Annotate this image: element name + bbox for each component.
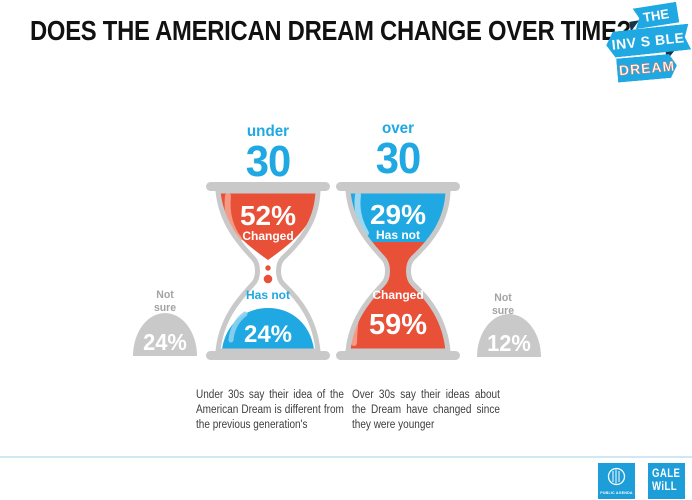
public-agenda-label: PUBLIC AGENDA	[600, 491, 633, 495]
bottom-segment-label: Changed	[372, 288, 423, 302]
galewill-line1: GALE	[652, 466, 681, 480]
top-segment-label: Has not	[376, 228, 420, 242]
glass-outline	[215, 188, 321, 354]
sand-top-has-not	[348, 191, 448, 242]
age-label-small: under	[246, 123, 290, 140]
bottom-percent-value: 24%	[244, 321, 292, 348]
not-sure-percent-value: 24%	[143, 329, 187, 355]
age-label-small: over	[381, 120, 415, 137]
not-sure-mound-under-30: 24%	[133, 313, 197, 356]
glass-outline	[345, 188, 451, 354]
hourglass-over-30: 29% Has not Changed 59%	[336, 182, 460, 360]
dome-highlight	[228, 311, 248, 343]
bottom-percent-value: 59%	[369, 309, 427, 341]
top-percent-value: 52%	[240, 200, 296, 231]
age-label-big: 30	[375, 134, 422, 183]
page-title: DOES THE AMERICAN DREAM CHANGE OVER TIME…	[30, 15, 631, 46]
sand-top-changed	[218, 191, 318, 260]
ribbon-the: THE	[633, 2, 680, 30]
caption-under-30: Under 30s say their idea of the American…	[196, 389, 344, 431]
top-segment-label: Changed	[242, 229, 293, 243]
caption-over-30: Over 30s say their ideas about the Dream…	[352, 389, 500, 431]
age-label-under-30: under 30	[206, 124, 330, 184]
not-sure-mound-over-30: 12%	[477, 314, 541, 357]
top-percent-value: 29%	[370, 199, 426, 230]
galewill-line2: WiLL	[652, 478, 677, 493]
age-label-over-30: over 30	[336, 121, 460, 181]
public-agenda-logo: PUBLIC AGENDA	[598, 463, 635, 499]
hourglass-under-30: 52% Changed Has not 24%	[206, 182, 330, 360]
falling-sand-dot	[263, 274, 273, 284]
footer-divider	[0, 456, 692, 458]
falling-sand-dot	[265, 265, 271, 271]
bottom-segment-label: Has not	[246, 288, 290, 302]
not-sure-label-under-30: Not sure	[153, 289, 177, 315]
sand-highlight	[354, 192, 369, 236]
not-sure-percent-value: 12%	[487, 330, 531, 356]
sand-bottom-has-not	[222, 308, 314, 349]
galewill-logo: GALE WiLL	[648, 463, 685, 499]
ribbon-dream: DREAM	[616, 53, 678, 82]
public-agenda-emblem-icon: PUBLIC AGENDA	[600, 467, 633, 495]
age-label-big: 30	[245, 137, 292, 186]
